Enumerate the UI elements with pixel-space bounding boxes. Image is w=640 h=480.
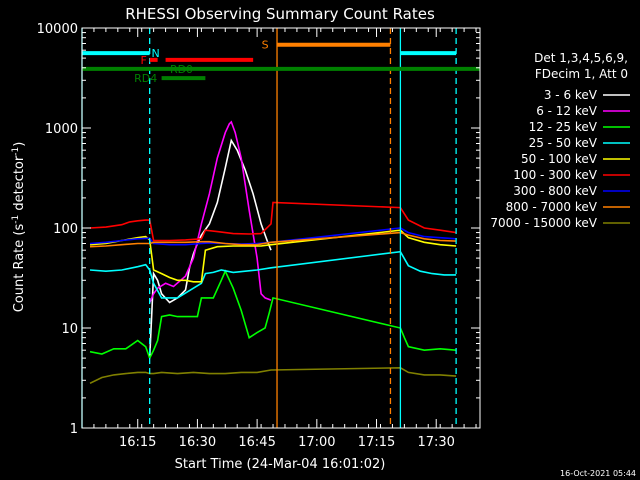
x-tick-label-6: 17:30 — [417, 435, 454, 450]
series-line-8 — [89, 231, 457, 248]
x-tick-label-1: 16:15 — [119, 435, 156, 450]
legend-label-1: 3 - 6 keV — [544, 88, 598, 102]
series-line-7 — [89, 227, 457, 246]
legend-label-4: 25 - 50 keV — [529, 136, 598, 150]
legend-label-7: 300 - 800 keV — [513, 184, 597, 198]
series-line-1 — [148, 138, 272, 359]
x-axis-label: Start Time (24-Mar-04 16:01:02) — [175, 457, 386, 472]
flag-label-4: RD0 — [170, 63, 193, 76]
series-line-5 — [89, 229, 457, 283]
x-tick-label-5: 17:15 — [358, 435, 395, 450]
x-tick-label-2: 16:30 — [179, 435, 216, 450]
plot-frame — [81, 27, 481, 429]
chart-title: RHESSI Observing Summary Count Rates — [125, 5, 435, 23]
axes: 1 10 100 1000 10000 16:15 16:30 16:45 17:00 17:15… — [37, 22, 481, 450]
flag-label-5: RD4 — [134, 72, 157, 85]
legend-header-line1: Det 1,3,4,5,6,9, — [534, 51, 628, 65]
y-tick-label-3: 100 — [53, 222, 78, 237]
y-tick-label-1: 1 — [70, 422, 78, 437]
x-tick-label-3: 16:45 — [238, 435, 275, 450]
series-line-6 — [89, 201, 457, 242]
legend: 3 - 6 keV 6 - 12 keV 12 - 25 keV 25 - 50 ke… — [490, 88, 630, 230]
legend-header-line2: FDecim 1, Att 0 — [535, 67, 628, 81]
legend-label-5: 50 - 100 keV — [521, 152, 598, 166]
legend-label-2: 6 - 12 keV — [536, 104, 598, 118]
y-axis-label: Count Rate (s-1 detector-1) — [11, 142, 27, 313]
legend-label-8: 800 - 7000 keV — [506, 200, 598, 214]
legend-label-6: 100 - 300 keV — [513, 168, 597, 182]
legend-label-3: 12 - 25 keV — [529, 120, 598, 134]
series-line-2 — [148, 120, 272, 303]
flag-label-2: S — [262, 39, 269, 52]
footer-date: 16-Oct-2021 05:44 — [560, 469, 636, 478]
legend-label-9: 7000 - 15000 keV — [490, 216, 597, 230]
series-line-3 — [89, 269, 457, 361]
series-line-9 — [89, 366, 457, 385]
flag-label-1: N — [152, 47, 160, 60]
y-tick-label-2: 10 — [61, 322, 78, 337]
series-line-4 — [89, 250, 457, 299]
x-tick-label-4: 17:00 — [298, 435, 335, 450]
plot-area: N S F RD0 RD4 — [81, 28, 480, 428]
y-tick-label-5: 10000 — [37, 22, 78, 37]
flag-label-3: F — [141, 54, 147, 67]
y-tick-label-4: 1000 — [45, 122, 78, 137]
